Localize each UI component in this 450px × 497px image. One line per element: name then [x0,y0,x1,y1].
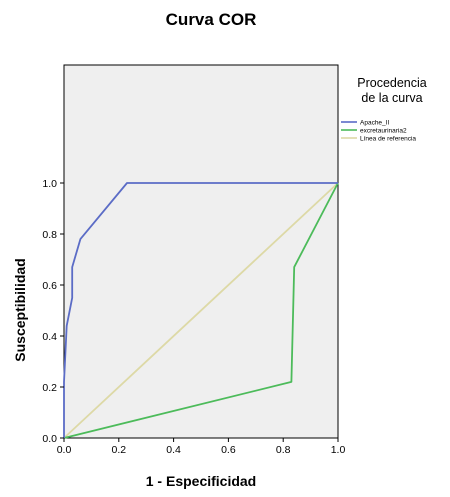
x-tick-label: 0.0 [57,444,72,456]
legend-item-label: excretaurinaria2 [360,127,407,134]
x-axis-label: 1 - Especificidad [146,473,256,489]
series-line-apache-ii [63,182,338,438]
plot-area [63,64,339,439]
x-tick-label: 0.8 [276,444,291,456]
y-tick-label: 0.6 [42,280,57,292]
y-tick-label: 0.8 [42,229,57,241]
legend-title: de la curva [361,91,422,105]
y-axis-label: Susceptibilidad [12,258,28,361]
y-tick-label: 1.0 [42,178,57,190]
series-line-l-nea-de-referencia [63,182,339,439]
legend-item-label: Línea de referencia [360,135,416,142]
chart-title: Curva COR [166,10,257,29]
x-tick-label: 0.4 [166,444,181,456]
x-tick-label: 0.2 [111,444,126,456]
legend-item-label: Apache_II [360,119,389,126]
y-tick-label: 0.0 [42,433,57,445]
y-tick-label: 0.4 [42,331,57,343]
series-line-excretaurinaria2 [63,182,339,439]
legend-title: Procedencia [357,76,427,90]
y-tick-label: 0.2 [42,382,57,394]
x-tick-label: 1.0 [331,444,346,456]
x-tick-label: 0.6 [221,444,236,456]
